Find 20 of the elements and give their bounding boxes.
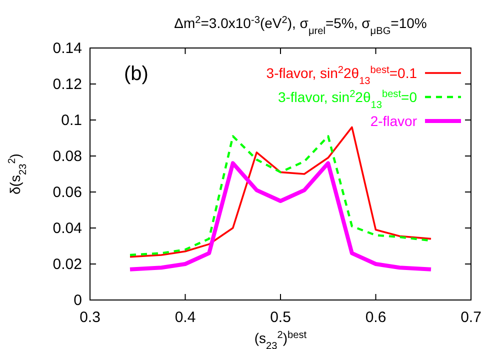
y-tick-label: 0.08	[52, 148, 82, 165]
x-tick-label: 0.3	[80, 309, 100, 326]
y-tick-label: 0.02	[52, 256, 82, 273]
y-tick-label: 0.12	[52, 76, 82, 93]
legend-label: 3-flavor, sin$^{2}$2θ$_{13}$$^{best}$=0	[278, 88, 418, 110]
x-tick-label: 0.6	[365, 309, 386, 326]
y-tick-label: 0.14	[52, 40, 82, 57]
y-tick-label: 0.1	[61, 112, 82, 129]
annotation: (b)	[124, 63, 148, 85]
x-tick-label: 0.5	[270, 309, 291, 326]
y-tick-label: 0.06	[52, 184, 82, 201]
legend-label: 3-flavor, sin$^{2}$2θ$_{13}$$^{best}$=0.1	[266, 64, 418, 86]
line-series	[128, 161, 433, 272]
chart-title: Δm$^{2}$=3.0x10$^{-3}$(eV$^{2}$), σ$_{μrel}$=5%, σ$_{μBG}$=10%	[174, 14, 427, 36]
x-axis-title: (s$_{23}$$^{2}$)$^{best}$	[254, 330, 307, 349]
x-tick-label: 0.4	[174, 309, 196, 326]
legend-label: 2-flavor	[370, 113, 418, 129]
y-tick-label: 0	[74, 292, 82, 309]
x-tick-label: 0.7	[460, 309, 482, 326]
y-tick-label: 0.04	[52, 220, 82, 237]
